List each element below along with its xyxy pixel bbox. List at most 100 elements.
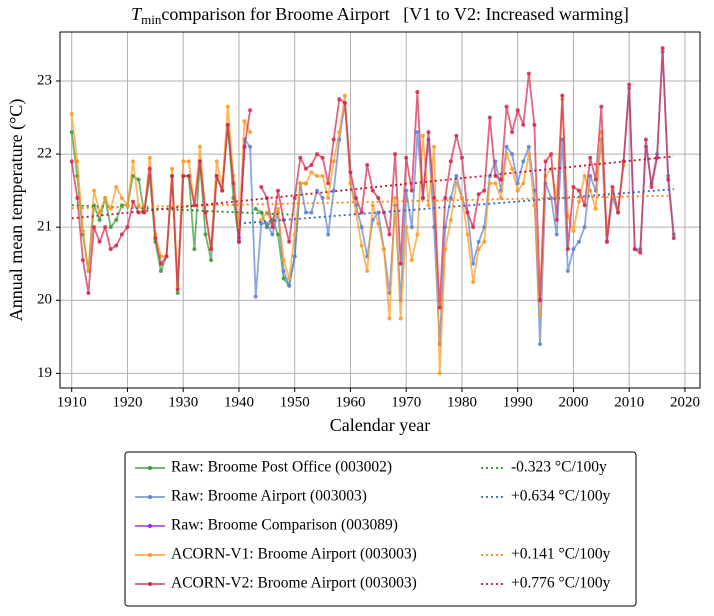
data-point [432,144,437,149]
data-point [331,137,336,142]
data-point [409,225,414,230]
data-point [248,108,253,113]
data-point [97,239,102,244]
x-tick-label: 1980 [447,394,477,410]
data-point [549,152,554,157]
data-point [671,236,676,241]
data-point [114,243,119,248]
data-point [303,166,308,171]
data-point [292,195,297,200]
data-point [75,195,80,200]
data-point [504,104,509,109]
data-point [359,243,364,248]
data-point [638,250,643,255]
legend-trend-label: +0.634 °C/100y [511,488,611,505]
data-point [515,108,520,113]
data-point [326,195,331,200]
data-point [281,269,286,274]
data-point [487,181,492,186]
data-point [621,159,626,164]
data-point [543,159,548,164]
data-point [476,239,481,244]
data-point [426,130,431,135]
data-point [298,155,303,160]
data-point [571,184,576,189]
y-tick-label: 22 [37,146,52,162]
data-point [175,290,180,295]
data-point [448,159,453,164]
data-point [175,287,180,292]
plot-area [69,46,676,376]
data-point [465,232,470,237]
data-point [526,152,531,157]
data-point [459,155,464,160]
data-point [521,122,526,127]
data-point [315,174,320,179]
chart-title: Tmincomparison for Broome Airport [V1 to… [131,4,629,27]
data-point [337,97,342,102]
data-point [298,181,303,186]
legend-swatch-marker [148,582,152,586]
data-point [197,144,202,149]
data-point [337,130,342,135]
data-point [632,247,637,252]
data-point [248,130,253,135]
data-point [303,181,308,186]
data-point [209,247,214,252]
data-point [119,195,124,200]
data-point [186,174,191,179]
data-point [387,232,392,237]
data-point [504,144,509,149]
data-point [331,159,336,164]
data-point [259,184,264,189]
legend-swatch-marker [148,524,152,528]
data-point [487,115,492,120]
data-point [326,181,331,186]
data-point [275,232,280,237]
data-point [119,232,124,237]
data-point [164,254,169,259]
data-point [415,130,420,135]
data-point [114,184,119,189]
data-point [309,163,314,168]
data-point [108,247,113,252]
data-point [532,122,537,127]
data-point [660,46,665,51]
data-point [370,188,375,193]
data-point [158,261,163,266]
data-point [577,239,582,244]
data-point [315,188,320,193]
data-point [264,221,269,226]
data-point [253,294,258,299]
title-text: comparison for Broome Airport [V1 to V2:… [161,4,629,24]
y-tick-label: 19 [37,365,52,381]
data-point [170,166,175,171]
y-tick-label: 21 [37,219,52,235]
data-point [376,195,381,200]
data-point [393,152,398,157]
data-point [588,188,593,193]
data-point [186,159,191,164]
data-point [370,203,375,208]
legend-swatch-marker [148,495,152,499]
x-tick-label: 2010 [614,394,644,410]
data-point [510,130,515,135]
data-point [398,316,403,321]
data-point [582,225,587,230]
data-point [510,166,515,171]
data-point [348,170,353,175]
legend-label: ACORN-V1: Broome Airport (003003) [171,546,417,563]
x-tick-label: 1970 [391,394,421,410]
data-point [476,247,481,252]
data-point [610,184,615,189]
plot-frame [59,31,701,389]
data-point [69,130,74,135]
data-point [432,195,437,200]
data-point [80,258,85,263]
data-point [521,181,526,186]
data-point [270,232,275,237]
data-point [437,371,442,376]
data-point [181,159,186,164]
data-point [593,206,598,211]
legend-label: Raw: Broome Airport (003003) [171,488,367,505]
